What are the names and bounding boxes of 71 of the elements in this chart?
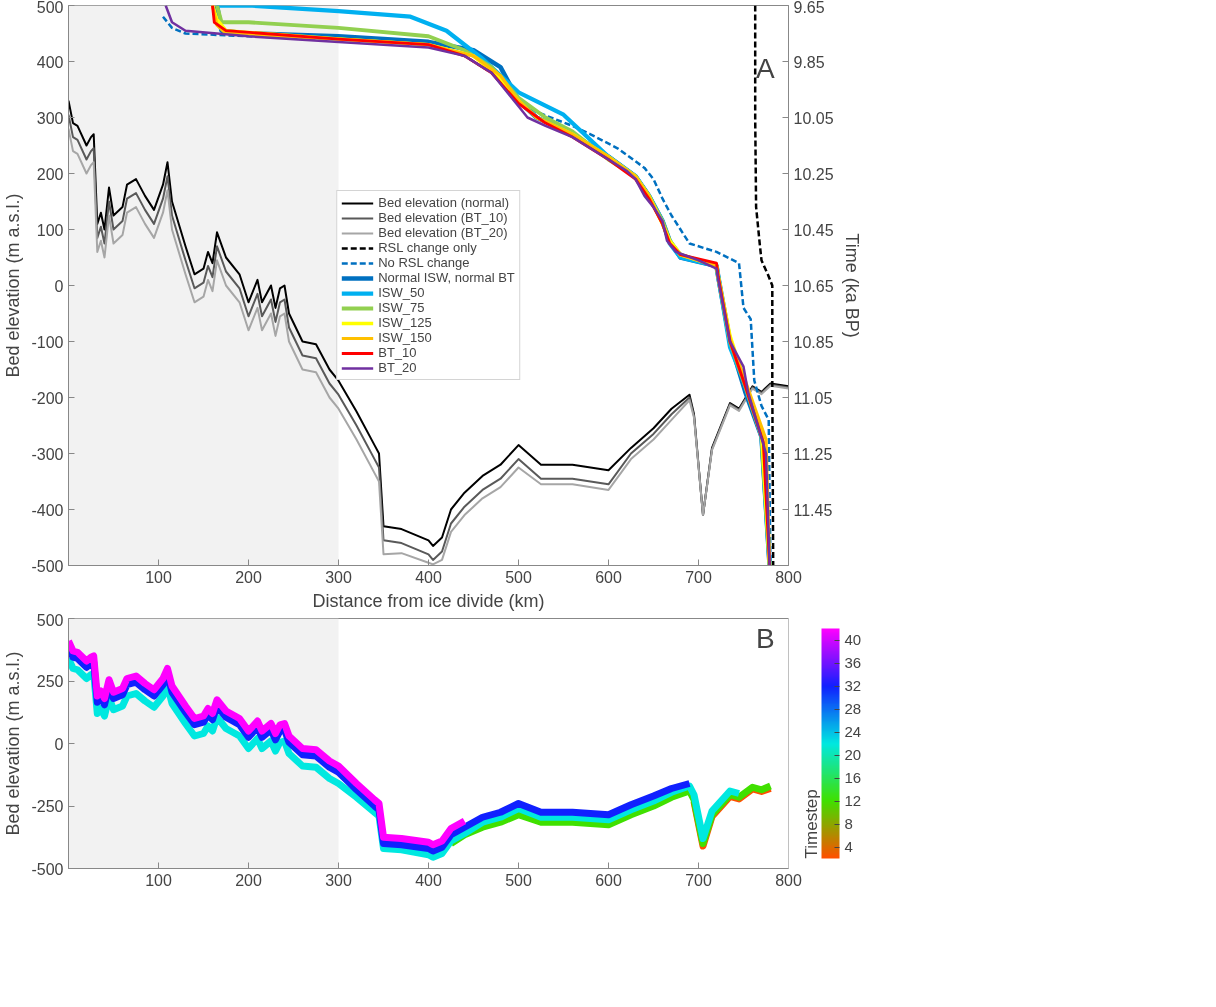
x-tick-label: 400 (415, 871, 442, 889)
color-bar-label: 4 (844, 838, 853, 855)
x-tick-label: 700 (685, 568, 712, 586)
legend-label: BT_20 (378, 360, 417, 375)
color-bar-label: 28 (844, 700, 862, 717)
y2-tick-label: 10.65 (793, 277, 834, 295)
x-tick-label: 600 (595, 568, 622, 586)
legend-label: ISW_75 (378, 300, 425, 315)
color-bar-label: 36 (844, 654, 862, 671)
y-tick-label: 400 (36, 53, 64, 71)
y2-tick-label: 10.85 (793, 333, 834, 351)
y-tick-label: -250 (31, 798, 64, 815)
x-tick-label: 700 (685, 871, 712, 889)
x-tick-label: 800 (775, 568, 802, 586)
legend-label: Bed elevation (normal) (378, 195, 510, 210)
x-tick-label: 300 (325, 871, 352, 889)
y2-tick-label: 10.25 (793, 165, 834, 183)
legend-label: RSL change only (378, 240, 477, 255)
x-tick-label: 500 (505, 568, 532, 586)
legend-label: Bed elevation (BT_10) (378, 210, 508, 225)
x-axis-title: Distance from ice divide (km) (312, 590, 545, 611)
x-tick-label: 100 (145, 871, 172, 889)
legend-label: ISW_50 (378, 285, 425, 300)
y-axis-title: Bed elevation (m a.s.l.) (3, 651, 24, 836)
color-bar-label: 32 (844, 677, 862, 694)
y-tick-label: -100 (31, 333, 64, 351)
y-tick-label: -400 (31, 501, 64, 519)
y2-tick-label: 9.85 (793, 53, 825, 71)
x-tick-label: 600 (595, 871, 622, 889)
y-tick-label: -500 (31, 860, 64, 878)
legend-label: Normal ISW, normal BT (378, 270, 515, 285)
x-tick-label: 200 (235, 568, 262, 586)
y2-axis-title: Time (ka BP) (841, 233, 862, 338)
y2-tick-label: 11.45 (793, 501, 833, 519)
legend-label: Bed elevation (BT_20) (378, 225, 508, 240)
x-tick-label: 100 (145, 568, 172, 586)
y-tick-label: -300 (31, 445, 64, 463)
color-bar-title: Timestep (801, 789, 821, 859)
y2-tick-label: 11.05 (793, 389, 833, 407)
y-tick-label: 250 (36, 673, 64, 690)
y2-tick-label: 9.65 (793, 0, 825, 16)
y-axis-title: Bed elevation (m a.s.l.) (3, 193, 24, 378)
y-tick-label: 300 (36, 109, 64, 127)
y2-tick-label: 10.45 (793, 221, 834, 239)
color-bar-label: 12 (844, 792, 862, 809)
color-bar-label: 40 (844, 631, 862, 648)
y2-tick-label: 11.25 (793, 445, 833, 463)
y-tick-label: 0 (54, 277, 64, 295)
color-bar-label: 16 (844, 769, 862, 786)
y-tick-label: 100 (36, 221, 64, 239)
color-bar-label: 24 (844, 723, 862, 740)
annotation: A (756, 52, 776, 84)
color-bar-label: 8 (844, 815, 853, 832)
x-tick-label: 200 (235, 871, 262, 889)
y-tick-label: -200 (31, 389, 64, 407)
x-tick-label: 500 (505, 871, 532, 889)
legend-label: ISW_150 (378, 330, 432, 345)
y-tick-label: 200 (36, 165, 64, 183)
legend-label: ISW_125 (378, 315, 432, 330)
x-tick-label: 400 (415, 568, 442, 586)
y-tick-label: 0 (54, 735, 64, 753)
legend-label: BT_10 (378, 345, 417, 360)
y-tick-label: 500 (36, 611, 64, 629)
y2-tick-label: 10.05 (793, 109, 834, 127)
legend-label: No RSL change (378, 255, 470, 270)
y-tick-label: -500 (31, 557, 64, 575)
x-tick-label: 300 (325, 568, 352, 586)
y-tick-label: 500 (36, 0, 64, 16)
x-tick-label: 800 (775, 871, 802, 889)
color-bar-label: 20 (844, 746, 862, 763)
annotation: B (756, 622, 775, 654)
